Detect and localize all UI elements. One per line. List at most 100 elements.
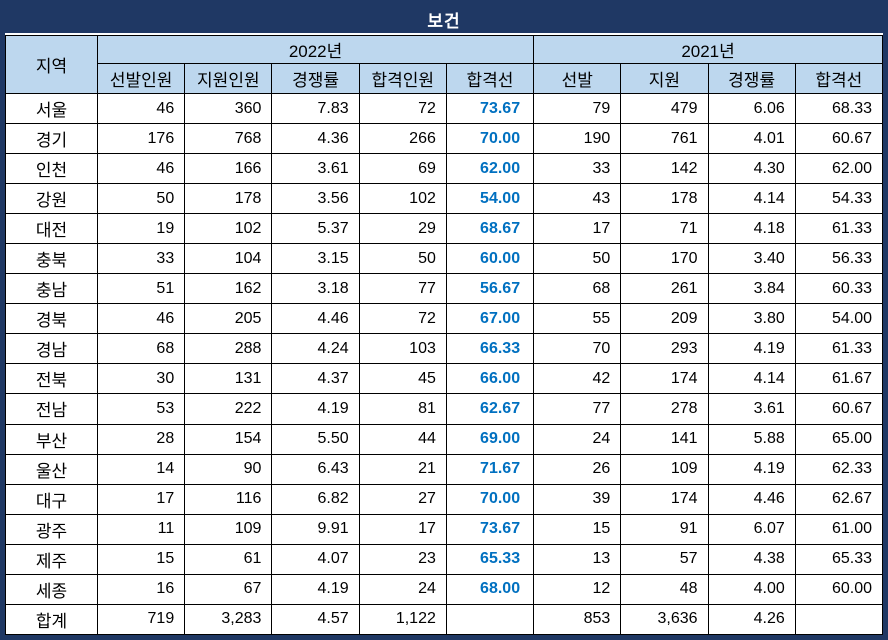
value-cell: 60.33: [794, 273, 884, 305]
value-cell: 61.33: [794, 213, 884, 245]
passline-value-cell: 70.00: [445, 483, 535, 515]
value-cell: 56.33: [794, 243, 884, 275]
value-cell: 154: [184, 423, 273, 455]
value-cell: 288: [184, 333, 273, 365]
value-cell: 141: [620, 423, 709, 455]
total-row: 합계 719 3,283 4.57 1,122 853 3,636 4.26: [5, 603, 884, 636]
value-cell: 4.38: [707, 543, 796, 575]
value-cell: 360: [184, 92, 273, 125]
value-cell: 4.00: [707, 573, 796, 605]
value-cell: 7.83: [271, 92, 360, 125]
table-row: 울산 14 90 6.43 21 71.67 26 109 4.19 62.33: [5, 453, 884, 485]
value-cell: 44: [358, 423, 447, 455]
value-cell: 4.19: [707, 333, 796, 365]
value-cell: 109: [620, 453, 709, 485]
passline-value-cell: 65.33: [445, 543, 535, 575]
passline-value-cell: 62.67: [445, 393, 535, 425]
value-cell: 3.15: [271, 243, 360, 275]
value-cell: 42: [533, 363, 622, 395]
table-row: 제주 15 61 4.07 23 65.33 13 57 4.38 65.33: [5, 543, 884, 575]
value-cell: 17: [533, 213, 622, 245]
region-cell: 울산: [5, 453, 98, 485]
value-cell: 178: [184, 183, 273, 215]
table-row: 충남 51 162 3.18 77 56.67 68 261 3.84 60.33: [5, 273, 884, 305]
value-cell: 21: [358, 453, 447, 485]
value-cell: 4.37: [271, 363, 360, 395]
value-cell: 46: [96, 153, 186, 185]
value-cell: 4.18: [707, 213, 796, 245]
value-cell: 90: [184, 453, 273, 485]
value-cell: 3.80: [707, 303, 796, 335]
passline-value-cell: 54.00: [445, 183, 535, 215]
value-cell: 60.67: [794, 393, 884, 425]
table-row: 대구 17 116 6.82 27 70.00 39 174 4.46 62.67: [5, 483, 884, 515]
region-cell: 충남: [5, 273, 98, 305]
passline-value-cell: 68.00: [445, 573, 535, 605]
value-cell: 3.40: [707, 243, 796, 275]
value-cell: 266: [358, 123, 447, 155]
value-cell: 50: [533, 243, 622, 275]
column-header-2021-ratio: 경쟁률: [707, 63, 796, 94]
value-cell: 77: [533, 393, 622, 425]
value-cell: 65.33: [794, 543, 884, 575]
value-cell: [794, 603, 884, 636]
value-cell: 50: [358, 243, 447, 275]
value-cell: 142: [620, 153, 709, 185]
value-cell: 12: [533, 573, 622, 605]
value-cell: 4.46: [271, 303, 360, 335]
value-cell: 102: [358, 183, 447, 215]
region-column-header: 지역: [5, 35, 98, 94]
value-cell: 26: [533, 453, 622, 485]
value-cell: 46: [96, 92, 186, 125]
value-cell: 3.18: [271, 273, 360, 305]
value-cell: 6.82: [271, 483, 360, 515]
value-cell: 5.37: [271, 213, 360, 245]
column-header-2022-passline: 합격선: [445, 63, 535, 94]
value-cell: 4.57: [271, 603, 360, 636]
value-cell: 50: [96, 183, 186, 215]
value-cell: 19: [96, 213, 186, 245]
value-cell: 57: [620, 543, 709, 575]
value-cell: 205: [184, 303, 273, 335]
value-cell: 43: [533, 183, 622, 215]
value-cell: 768: [184, 123, 273, 155]
value-cell: 3.61: [707, 393, 796, 425]
passline-value-cell: 66.00: [445, 363, 535, 395]
passline-value-cell: 68.67: [445, 213, 535, 245]
value-cell: 3,283: [184, 603, 273, 636]
value-cell: 77: [358, 273, 447, 305]
value-cell: 29: [358, 213, 447, 245]
value-cell: 719: [96, 603, 186, 636]
value-cell: 55: [533, 303, 622, 335]
column-header-2021-selected: 선발: [533, 63, 622, 94]
value-cell: 1,122: [358, 603, 447, 636]
value-cell: 278: [620, 393, 709, 425]
passline-value-cell: 70.00: [445, 123, 535, 155]
region-cell: 충북: [5, 243, 98, 275]
value-cell: 261: [620, 273, 709, 305]
value-cell: 4.36: [271, 123, 360, 155]
health-admissions-table: 지역 2022년 2021년 선발인원 지원인원 경쟁률 합격인원 합격선 선발…: [5, 35, 884, 636]
table-header: 지역 2022년 2021년 선발인원 지원인원 경쟁률 합격인원 합격선 선발…: [5, 35, 884, 94]
region-cell: 경기: [5, 123, 98, 155]
value-cell: 71: [620, 213, 709, 245]
table-row: 광주 11 109 9.91 17 73.67 15 91 6.07 61.00: [5, 513, 884, 545]
column-header-2021-passline: 합격선: [794, 63, 884, 94]
value-cell: 190: [533, 123, 622, 155]
value-cell: 174: [620, 483, 709, 515]
value-cell: 15: [96, 543, 186, 575]
table-row: 전남 53 222 4.19 81 62.67 77 278 3.61 60.67: [5, 393, 884, 425]
value-cell: 48: [620, 573, 709, 605]
value-cell: 4.19: [271, 573, 360, 605]
column-header-2022-ratio: 경쟁률: [271, 63, 360, 94]
table-row: 부산 28 154 5.50 44 69.00 24 141 5.88 65.00: [5, 423, 884, 455]
passline-value-cell: 62.00: [445, 153, 535, 185]
value-cell: 61.67: [794, 363, 884, 395]
value-cell: 60.67: [794, 123, 884, 155]
value-cell: 24: [358, 573, 447, 605]
value-cell: 6.06: [707, 92, 796, 125]
region-cell: 대구: [5, 483, 98, 515]
value-cell: 62.33: [794, 453, 884, 485]
value-cell: 39: [533, 483, 622, 515]
